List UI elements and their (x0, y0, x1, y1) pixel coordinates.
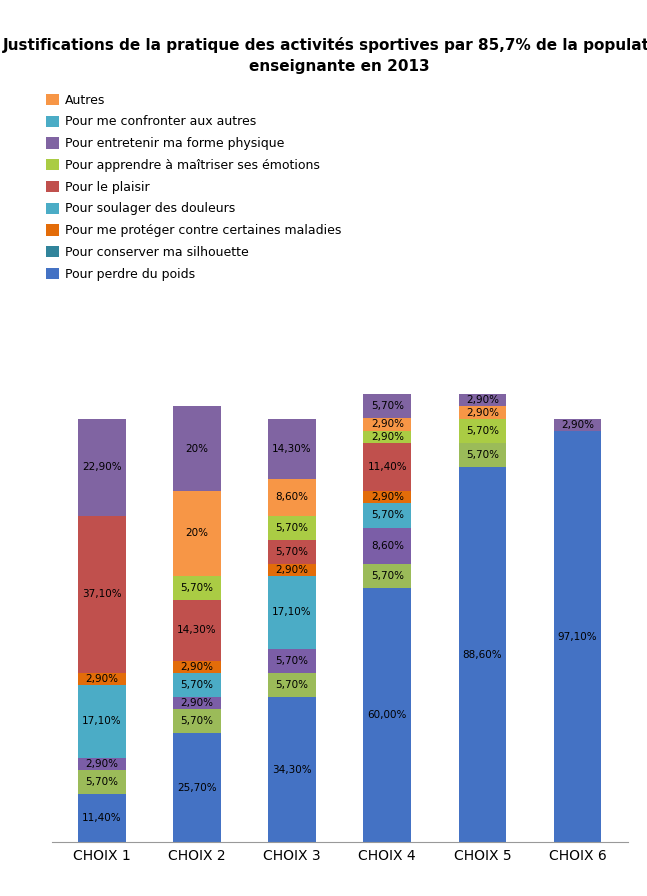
Bar (459, 394, 506, 407)
Text: 60,00%: 60,00% (367, 711, 407, 720)
Text: 37,10%: 37,10% (82, 590, 122, 599)
Bar (173, 734, 221, 842)
Text: 2,90%: 2,90% (466, 408, 499, 418)
Bar (269, 516, 316, 539)
Text: 5,70%: 5,70% (371, 571, 404, 581)
Text: 5,70%: 5,70% (85, 777, 118, 787)
Text: 8,60%: 8,60% (276, 493, 309, 503)
Bar (269, 564, 316, 576)
Bar (78, 794, 126, 842)
Text: 14,30%: 14,30% (272, 444, 312, 454)
Text: 5,70%: 5,70% (276, 656, 309, 666)
Text: 34,30%: 34,30% (272, 764, 312, 775)
Bar (173, 576, 221, 600)
Bar (269, 697, 316, 842)
Bar (364, 504, 411, 528)
Bar (173, 710, 221, 734)
Bar (364, 528, 411, 564)
Text: 2,90%: 2,90% (276, 565, 309, 575)
Text: 11,40%: 11,40% (367, 462, 407, 472)
Text: 20%: 20% (186, 444, 208, 453)
Bar (173, 407, 221, 491)
Text: 5,70%: 5,70% (276, 522, 309, 533)
Bar (364, 588, 411, 842)
Bar (78, 516, 126, 673)
Text: 5,70%: 5,70% (466, 450, 499, 460)
Legend: Autres, Pour me confronter aux autres, Pour entretenir ma forme physique, Pour a: Autres, Pour me confronter aux autres, P… (47, 94, 342, 280)
Bar (269, 673, 316, 697)
Bar (173, 660, 221, 673)
Text: 17,10%: 17,10% (82, 716, 122, 727)
Text: 11,40%: 11,40% (82, 813, 122, 823)
Text: 20%: 20% (186, 529, 208, 538)
Text: 5,70%: 5,70% (181, 680, 214, 690)
Bar (459, 443, 506, 467)
Text: 5,70%: 5,70% (276, 547, 309, 557)
Bar (364, 394, 411, 418)
Bar (173, 600, 221, 660)
Text: 2,90%: 2,90% (561, 420, 594, 430)
Bar (173, 673, 221, 697)
Bar (554, 431, 602, 842)
Text: 25,70%: 25,70% (177, 783, 217, 793)
Bar (173, 491, 221, 576)
Bar (364, 564, 411, 588)
Text: 17,10%: 17,10% (272, 607, 312, 617)
Text: 2,90%: 2,90% (181, 698, 214, 708)
Bar (78, 685, 126, 757)
Bar (78, 673, 126, 685)
Bar (459, 407, 506, 418)
Bar (269, 479, 316, 516)
Bar (459, 418, 506, 443)
Bar (269, 576, 316, 649)
Text: 5,70%: 5,70% (276, 680, 309, 690)
Text: 5,70%: 5,70% (371, 511, 404, 521)
Bar (364, 491, 411, 504)
Text: 88,60%: 88,60% (463, 650, 502, 659)
Text: 2,90%: 2,90% (371, 492, 404, 503)
Text: 2,90%: 2,90% (371, 432, 404, 442)
Text: 2,90%: 2,90% (371, 419, 404, 429)
Bar (364, 443, 411, 491)
Text: 5,70%: 5,70% (181, 583, 214, 593)
Bar (173, 697, 221, 710)
Bar (364, 431, 411, 443)
Text: 2,90%: 2,90% (85, 759, 118, 769)
Text: 2,90%: 2,90% (181, 661, 214, 672)
Title: Justifications de la pratique des activités sportives par 85,7% de la population: Justifications de la pratique des activi… (3, 37, 647, 73)
Bar (78, 757, 126, 770)
Bar (269, 418, 316, 479)
Bar (554, 418, 602, 431)
Text: 5,70%: 5,70% (371, 401, 404, 411)
Text: 5,70%: 5,70% (181, 716, 214, 727)
Text: 97,10%: 97,10% (558, 632, 597, 642)
Text: 2,90%: 2,90% (466, 395, 499, 405)
Text: 5,70%: 5,70% (466, 426, 499, 435)
Bar (459, 467, 506, 842)
Text: 22,90%: 22,90% (82, 462, 122, 472)
Bar (78, 418, 126, 516)
Bar (269, 649, 316, 673)
Text: 8,60%: 8,60% (371, 541, 404, 551)
Bar (364, 418, 411, 431)
Bar (78, 770, 126, 794)
Bar (269, 539, 316, 564)
Text: 2,90%: 2,90% (85, 674, 118, 684)
Text: 14,30%: 14,30% (177, 625, 217, 635)
